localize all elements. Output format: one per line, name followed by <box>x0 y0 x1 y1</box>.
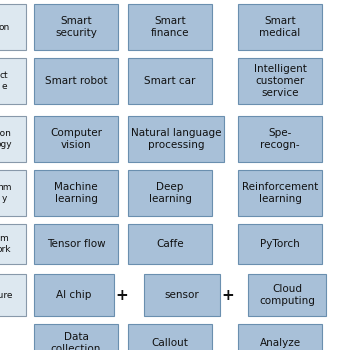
FancyBboxPatch shape <box>128 58 212 104</box>
FancyBboxPatch shape <box>128 116 224 162</box>
Text: nm
y: nm y <box>0 183 11 203</box>
Text: +: + <box>222 287 235 302</box>
Text: Natural language
processing: Natural language processing <box>131 128 221 150</box>
FancyBboxPatch shape <box>128 4 212 50</box>
FancyBboxPatch shape <box>248 274 326 316</box>
Text: Intelligent
customer
service: Intelligent customer service <box>253 64 307 98</box>
FancyBboxPatch shape <box>128 224 212 264</box>
Text: Machine
learning: Machine learning <box>54 182 98 204</box>
FancyBboxPatch shape <box>0 274 26 316</box>
FancyBboxPatch shape <box>34 116 118 162</box>
FancyBboxPatch shape <box>34 324 118 350</box>
Text: ct
e: ct e <box>0 71 8 91</box>
FancyBboxPatch shape <box>238 116 322 162</box>
Text: Tensor flow: Tensor flow <box>47 239 105 249</box>
FancyBboxPatch shape <box>128 170 212 216</box>
Text: PyTorch: PyTorch <box>260 239 300 249</box>
FancyBboxPatch shape <box>34 224 118 264</box>
Text: Spe-
recogn-: Spe- recogn- <box>260 128 300 150</box>
FancyBboxPatch shape <box>238 324 322 350</box>
FancyBboxPatch shape <box>128 324 212 350</box>
FancyBboxPatch shape <box>0 58 26 104</box>
Text: Cloud
computing: Cloud computing <box>259 284 315 306</box>
Text: sensor: sensor <box>164 290 200 300</box>
FancyBboxPatch shape <box>34 4 118 50</box>
FancyBboxPatch shape <box>0 170 26 216</box>
Text: Callout: Callout <box>152 338 188 348</box>
FancyBboxPatch shape <box>0 116 26 162</box>
FancyBboxPatch shape <box>0 224 26 264</box>
Text: Deep
learning: Deep learning <box>148 182 191 204</box>
FancyBboxPatch shape <box>238 58 322 104</box>
Text: +: + <box>116 287 128 302</box>
Text: Smart
finance: Smart finance <box>151 16 189 38</box>
Text: Smart robot: Smart robot <box>45 76 107 86</box>
Text: Computer
vision: Computer vision <box>50 128 102 150</box>
Text: Data
collection: Data collection <box>51 332 101 350</box>
Text: ion
ogy: ion ogy <box>0 129 12 149</box>
Text: Caffe: Caffe <box>156 239 184 249</box>
FancyBboxPatch shape <box>0 4 26 50</box>
Text: on: on <box>0 22 10 32</box>
FancyBboxPatch shape <box>238 4 322 50</box>
FancyBboxPatch shape <box>34 274 114 316</box>
Text: Smart
medical: Smart medical <box>259 16 301 38</box>
FancyBboxPatch shape <box>238 224 322 264</box>
Text: AI chip: AI chip <box>56 290 92 300</box>
FancyBboxPatch shape <box>144 274 220 316</box>
Text: m
ork: m ork <box>0 234 11 254</box>
Text: Smart
security: Smart security <box>55 16 97 38</box>
Text: Reinforcement
learning: Reinforcement learning <box>242 182 318 204</box>
Text: Analyze: Analyze <box>259 338 301 348</box>
FancyBboxPatch shape <box>34 58 118 104</box>
Text: Smart car: Smart car <box>144 76 196 86</box>
Text: ture: ture <box>0 290 13 300</box>
FancyBboxPatch shape <box>238 170 322 216</box>
FancyBboxPatch shape <box>34 170 118 216</box>
